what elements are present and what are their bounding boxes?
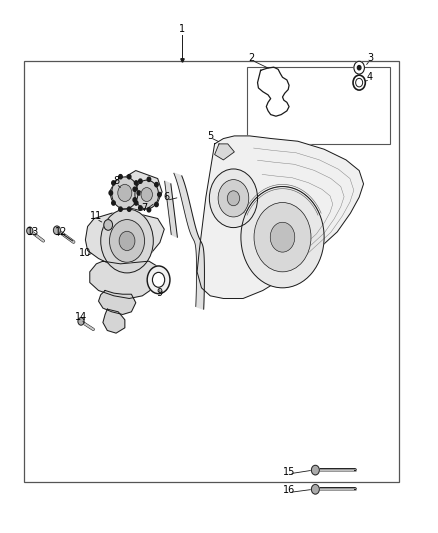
Circle shape	[356, 78, 363, 87]
Circle shape	[78, 318, 84, 325]
Circle shape	[241, 187, 324, 288]
Circle shape	[137, 191, 141, 195]
Circle shape	[101, 209, 153, 273]
Circle shape	[354, 61, 364, 74]
Circle shape	[138, 206, 142, 210]
Circle shape	[53, 226, 60, 235]
Circle shape	[158, 192, 161, 197]
Text: 10: 10	[79, 248, 92, 258]
Polygon shape	[90, 261, 162, 298]
Text: 5: 5	[207, 131, 213, 141]
Circle shape	[112, 177, 138, 209]
Text: 13: 13	[27, 227, 39, 237]
Circle shape	[155, 182, 158, 187]
Circle shape	[27, 227, 33, 235]
Circle shape	[254, 203, 311, 272]
Text: 11: 11	[90, 211, 102, 221]
Polygon shape	[99, 290, 136, 314]
Text: 8: 8	[113, 176, 119, 186]
Bar	[247, 67, 390, 144]
Circle shape	[218, 180, 249, 217]
Text: 1: 1	[179, 25, 185, 34]
Circle shape	[311, 465, 319, 475]
Circle shape	[357, 66, 361, 70]
Text: 4: 4	[367, 72, 373, 82]
Circle shape	[119, 175, 122, 179]
Circle shape	[311, 484, 319, 494]
Circle shape	[152, 272, 165, 287]
Text: 14: 14	[75, 312, 87, 322]
Polygon shape	[85, 213, 164, 266]
Polygon shape	[103, 309, 125, 333]
Circle shape	[127, 207, 131, 211]
Circle shape	[141, 188, 152, 201]
Text: 7: 7	[141, 203, 148, 213]
Text: 15: 15	[283, 467, 295, 477]
Text: 9: 9	[157, 288, 163, 298]
Circle shape	[112, 201, 115, 205]
Text: 2: 2	[249, 53, 255, 62]
Circle shape	[109, 191, 113, 195]
Circle shape	[147, 266, 170, 294]
Circle shape	[353, 75, 365, 90]
Circle shape	[270, 222, 295, 252]
Circle shape	[227, 191, 240, 206]
Text: 16: 16	[283, 486, 295, 495]
Bar	[24, 61, 399, 482]
Polygon shape	[215, 144, 234, 160]
Text: 3: 3	[367, 53, 373, 62]
Circle shape	[147, 177, 151, 181]
Circle shape	[119, 207, 122, 211]
Circle shape	[209, 169, 258, 228]
Circle shape	[133, 198, 137, 202]
Circle shape	[104, 220, 113, 230]
Text: 6: 6	[163, 192, 170, 202]
Circle shape	[134, 181, 138, 185]
Circle shape	[135, 180, 159, 209]
Circle shape	[133, 187, 137, 191]
Circle shape	[147, 208, 151, 212]
Circle shape	[138, 179, 142, 183]
Circle shape	[112, 181, 115, 185]
Circle shape	[119, 231, 135, 251]
Circle shape	[110, 220, 145, 262]
Circle shape	[127, 175, 131, 179]
Circle shape	[118, 184, 132, 201]
Text: 12: 12	[55, 227, 67, 237]
Polygon shape	[197, 136, 364, 298]
Polygon shape	[174, 173, 205, 309]
Polygon shape	[110, 171, 162, 211]
Circle shape	[134, 201, 138, 205]
Circle shape	[155, 203, 158, 207]
Polygon shape	[165, 181, 177, 237]
